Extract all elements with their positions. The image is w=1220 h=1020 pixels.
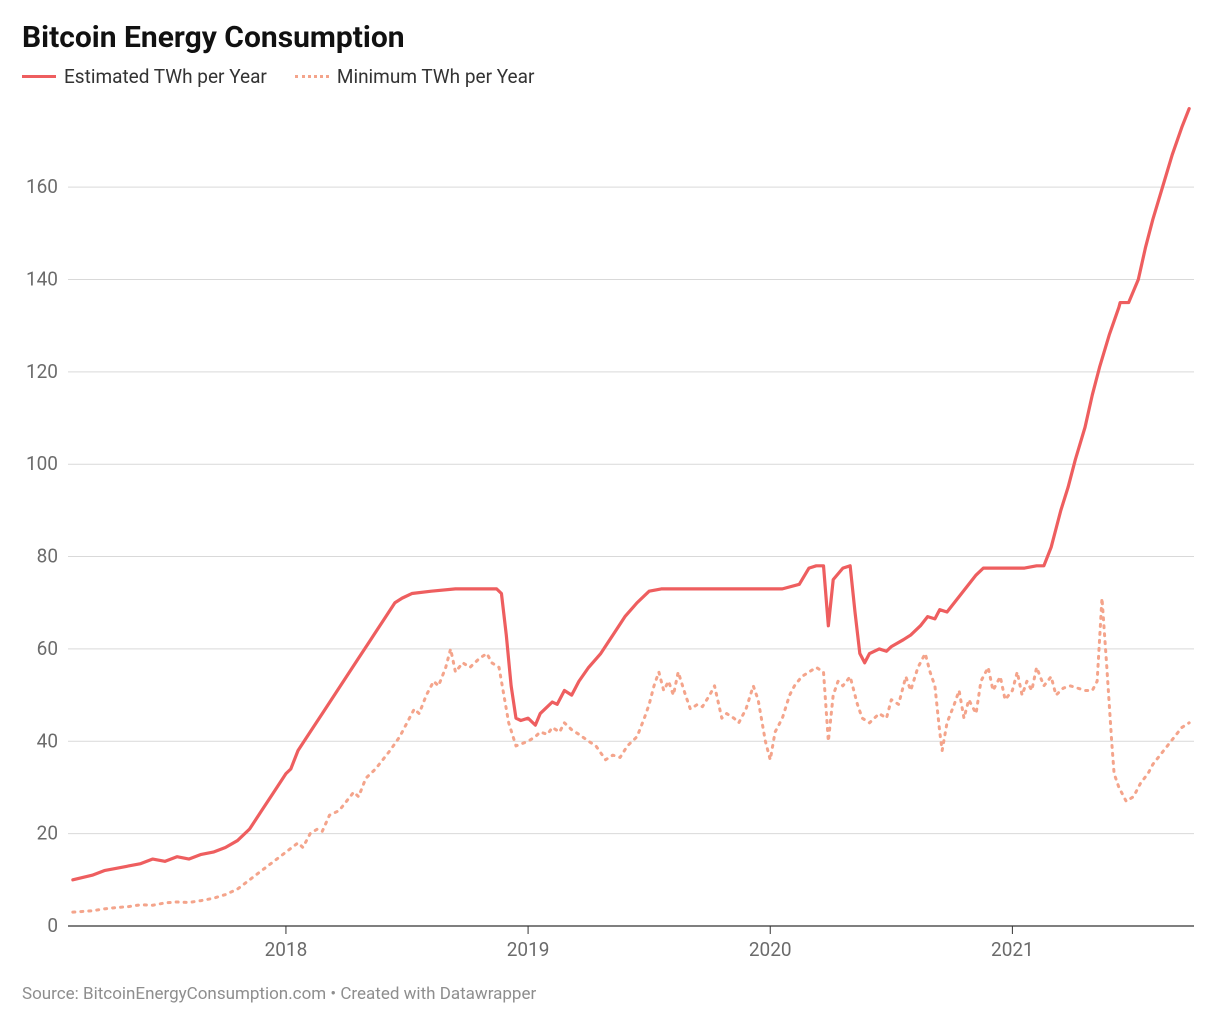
chart-source-footer: Source: BitcoinEnergyConsumption.com • C… (22, 984, 1198, 1004)
chart-area: 0 20 40 60 80 100 120 140 160 2018 2019 2020 2021 (22, 94, 1198, 974)
legend-label-estimated: Estimated TWh per Year (64, 65, 267, 88)
legend-item-minimum: Minimum TWh per Year (295, 65, 535, 88)
y-axis-label: 140 (26, 267, 58, 290)
y-axis-label: 20 (37, 822, 58, 845)
series-estimated (73, 109, 1189, 880)
y-axis-label: 80 (37, 545, 58, 568)
y-axis-label: 100 (26, 452, 58, 475)
legend-swatch-estimated (22, 75, 56, 78)
legend-item-estimated: Estimated TWh per Year (22, 65, 267, 88)
legend-swatch-minimum (295, 75, 329, 78)
x-axis-label: 2020 (749, 938, 792, 961)
y-axis-label: 40 (37, 729, 58, 752)
chart-title: Bitcoin Energy Consumption (22, 20, 1198, 55)
x-axis-label: 2018 (265, 938, 308, 961)
y-axis-label: 160 (26, 175, 58, 198)
line-chart-svg: 0 20 40 60 80 100 120 140 160 2018 2019 2020 2021 (22, 94, 1198, 974)
legend: Estimated TWh per Year Minimum TWh per Y… (22, 65, 1198, 88)
page-root: Bitcoin Energy Consumption Estimated TWh… (0, 0, 1220, 1020)
x-axis-label: 2019 (507, 938, 550, 961)
x-axis-label: 2021 (991, 938, 1034, 961)
series-minimum (73, 598, 1189, 912)
y-axis-label: 60 (37, 637, 58, 660)
legend-label-minimum: Minimum TWh per Year (337, 65, 535, 88)
y-axis-label: 120 (26, 360, 58, 383)
y-axis-label: 0 (47, 914, 58, 937)
